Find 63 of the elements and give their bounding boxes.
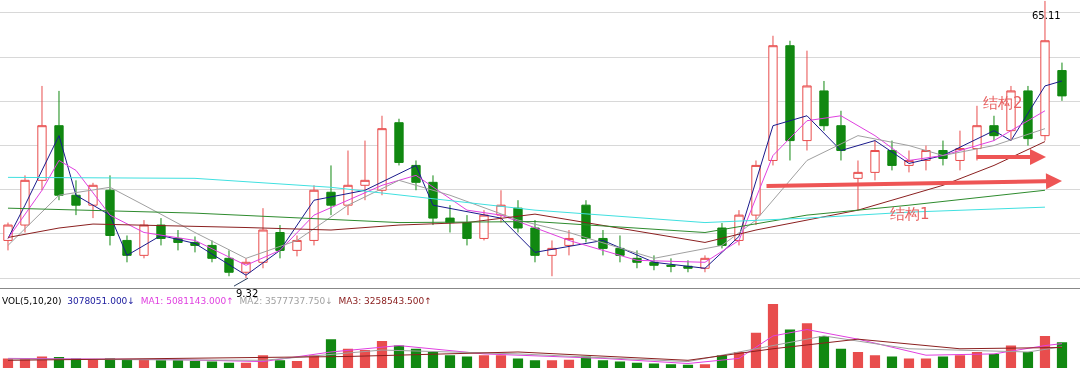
- bar: [903, 358, 915, 368]
- candlestick: [360, 140, 370, 201]
- bar: [1022, 351, 1034, 368]
- bar: [444, 355, 456, 368]
- candlestick: [819, 80, 829, 132]
- bar: [597, 360, 609, 368]
- bar: [427, 351, 439, 368]
- bar: [954, 355, 966, 368]
- bar: [971, 351, 983, 368]
- bar: [240, 362, 252, 368]
- candlestick: [802, 50, 812, 152]
- candlestick: [666, 257, 676, 273]
- bar: [631, 362, 643, 368]
- bar: [801, 323, 813, 368]
- candlestick: [870, 140, 880, 181]
- text: MA1: 5081143.000↑: [140, 296, 234, 306]
- bar: [495, 355, 507, 368]
- bar: [920, 358, 932, 368]
- candlestick: [1057, 62, 1067, 102]
- annotation: 3078051.000↓: [67, 296, 135, 306]
- bar: [478, 355, 490, 368]
- annotation: 65.11: [1032, 10, 1061, 21]
- bar: [563, 359, 575, 368]
- bar: [189, 360, 201, 368]
- bar: [835, 348, 847, 368]
- bar: [512, 358, 524, 368]
- candlestick: [71, 179, 81, 216]
- candlestick: [462, 214, 472, 246]
- bar: [818, 335, 830, 368]
- candlestick: [37, 85, 47, 191]
- bar: [852, 351, 864, 368]
- candlestick: [887, 140, 897, 171]
- candlestick: [530, 219, 540, 263]
- candlestick: [292, 234, 302, 257]
- bar: [155, 360, 167, 368]
- bar: [886, 356, 898, 368]
- candlestick: [377, 115, 387, 196]
- bar: [138, 359, 150, 368]
- bar: [223, 362, 235, 368]
- candlestick: [326, 164, 336, 216]
- bar: [461, 356, 473, 368]
- bar: [682, 364, 694, 368]
- bar: [699, 364, 711, 368]
- bar: [988, 353, 1000, 368]
- bar: [274, 360, 286, 368]
- bar: [767, 303, 779, 368]
- bar: [869, 355, 881, 368]
- bar: [121, 359, 133, 368]
- bar: [665, 364, 677, 368]
- bar: [1056, 342, 1068, 368]
- bar: [937, 356, 949, 368]
- bar: [614, 361, 626, 368]
- annotation: VOL(5,10,20): [2, 296, 62, 306]
- bar: [546, 360, 558, 368]
- candlestick: [785, 40, 795, 161]
- candlestick: [768, 35, 778, 166]
- candlestick: [54, 90, 64, 201]
- bar: [206, 361, 218, 368]
- text: MA2: 3577737.750↓: [239, 296, 333, 306]
- bar: [291, 360, 303, 368]
- candlestick: [394, 118, 404, 166]
- text: MA3: 3258543.500↑: [338, 296, 432, 306]
- bar: [529, 360, 541, 368]
